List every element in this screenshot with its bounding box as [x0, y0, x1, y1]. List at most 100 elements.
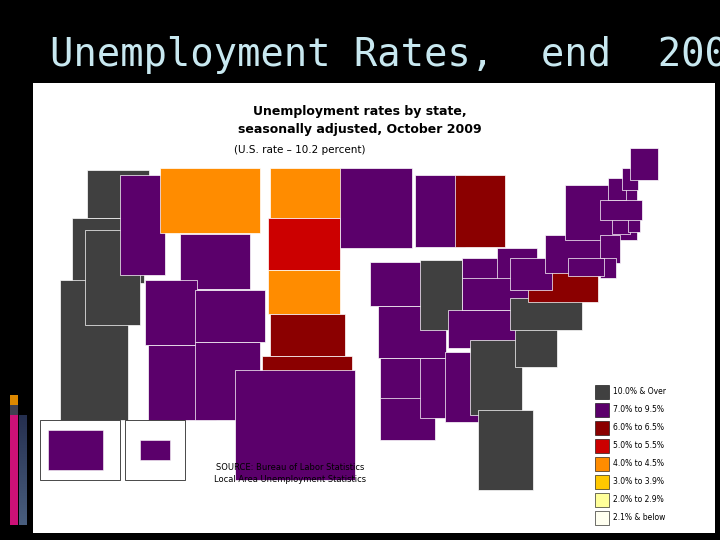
Bar	[19, 480, 27, 481]
Bar	[19, 419, 27, 420]
Bar	[125, 420, 185, 480]
Bar	[19, 507, 27, 508]
Bar	[19, 455, 27, 456]
Bar	[19, 502, 27, 503]
Bar	[600, 258, 616, 278]
Bar	[19, 462, 27, 463]
Bar	[19, 504, 27, 505]
Bar	[19, 519, 27, 520]
Bar	[160, 168, 260, 233]
Bar	[595, 457, 609, 471]
Bar	[195, 290, 265, 342]
Bar	[19, 433, 27, 434]
Bar	[19, 457, 27, 458]
Text: seasonally adjusted, October 2009: seasonally adjusted, October 2009	[238, 124, 482, 137]
Bar	[19, 437, 27, 438]
Bar	[19, 491, 27, 492]
Bar	[19, 459, 27, 460]
Bar	[19, 520, 27, 521]
Text: 10.0% & Over: 10.0% & Over	[613, 388, 666, 396]
Bar	[497, 248, 537, 313]
Bar	[19, 456, 27, 457]
Bar	[19, 444, 27, 445]
Bar	[370, 262, 435, 306]
Bar	[19, 522, 27, 523]
Bar	[19, 470, 27, 471]
Text: Unemployment rates by state,: Unemployment rates by state,	[253, 105, 467, 118]
Bar	[19, 481, 27, 482]
Bar	[19, 458, 27, 459]
Text: Unemployment Rates,  end  2008: Unemployment Rates, end 2008	[50, 36, 720, 74]
Bar	[19, 505, 27, 506]
Bar	[19, 442, 27, 443]
Bar	[19, 415, 27, 416]
Bar	[19, 515, 27, 516]
Bar	[19, 449, 27, 450]
Bar	[268, 270, 340, 314]
Bar	[19, 448, 27, 449]
Bar	[19, 510, 27, 511]
Bar	[19, 445, 27, 446]
Bar	[19, 490, 27, 491]
Bar	[19, 439, 27, 440]
Bar	[19, 468, 27, 469]
Bar	[19, 421, 27, 422]
Bar	[19, 417, 27, 418]
Bar	[545, 235, 615, 273]
Bar	[600, 200, 642, 220]
Bar	[148, 345, 216, 420]
Bar	[19, 418, 27, 419]
Bar	[19, 435, 27, 436]
Bar	[19, 420, 27, 421]
Bar	[19, 514, 27, 515]
Bar	[19, 424, 27, 425]
Text: 3.0% to 3.9%: 3.0% to 3.9%	[613, 477, 664, 487]
Text: 7.0% to 9.5%: 7.0% to 9.5%	[613, 406, 664, 415]
Bar	[19, 428, 27, 429]
Bar	[19, 484, 27, 485]
Bar	[19, 523, 27, 524]
Bar	[268, 218, 340, 270]
Bar	[33, 83, 715, 533]
Bar	[19, 434, 27, 435]
Bar	[19, 488, 27, 489]
Bar	[19, 516, 27, 517]
Bar	[462, 278, 534, 310]
Bar	[19, 508, 27, 509]
Bar	[19, 518, 27, 519]
Bar	[19, 429, 27, 430]
Bar	[595, 385, 609, 399]
Bar	[140, 440, 170, 460]
Bar	[595, 475, 609, 489]
Bar	[19, 422, 27, 423]
Bar	[19, 485, 27, 486]
Bar	[120, 175, 165, 275]
Bar	[19, 431, 27, 432]
Bar	[60, 280, 128, 420]
Bar	[19, 451, 27, 452]
Bar	[19, 463, 27, 464]
Bar	[145, 280, 197, 345]
Bar	[462, 258, 498, 323]
Bar	[19, 423, 27, 424]
Bar	[19, 430, 27, 431]
Bar	[19, 479, 27, 480]
Bar	[19, 492, 27, 493]
Bar	[380, 358, 440, 400]
Bar	[19, 496, 27, 497]
Text: (U.S. rate – 10.2 percent): (U.S. rate – 10.2 percent)	[234, 145, 366, 155]
Bar	[19, 524, 27, 525]
Bar	[448, 310, 520, 348]
Text: 4.0% to 4.5%: 4.0% to 4.5%	[613, 460, 664, 469]
Bar	[19, 469, 27, 470]
Bar	[19, 472, 27, 473]
Bar	[19, 443, 27, 444]
Bar	[19, 425, 27, 426]
Bar	[19, 483, 27, 484]
Bar	[19, 499, 27, 500]
Text: 5.0% to 5.5%: 5.0% to 5.5%	[613, 442, 664, 450]
Bar	[19, 473, 27, 474]
Bar	[270, 314, 345, 356]
Bar	[262, 356, 352, 398]
Bar	[19, 438, 27, 439]
